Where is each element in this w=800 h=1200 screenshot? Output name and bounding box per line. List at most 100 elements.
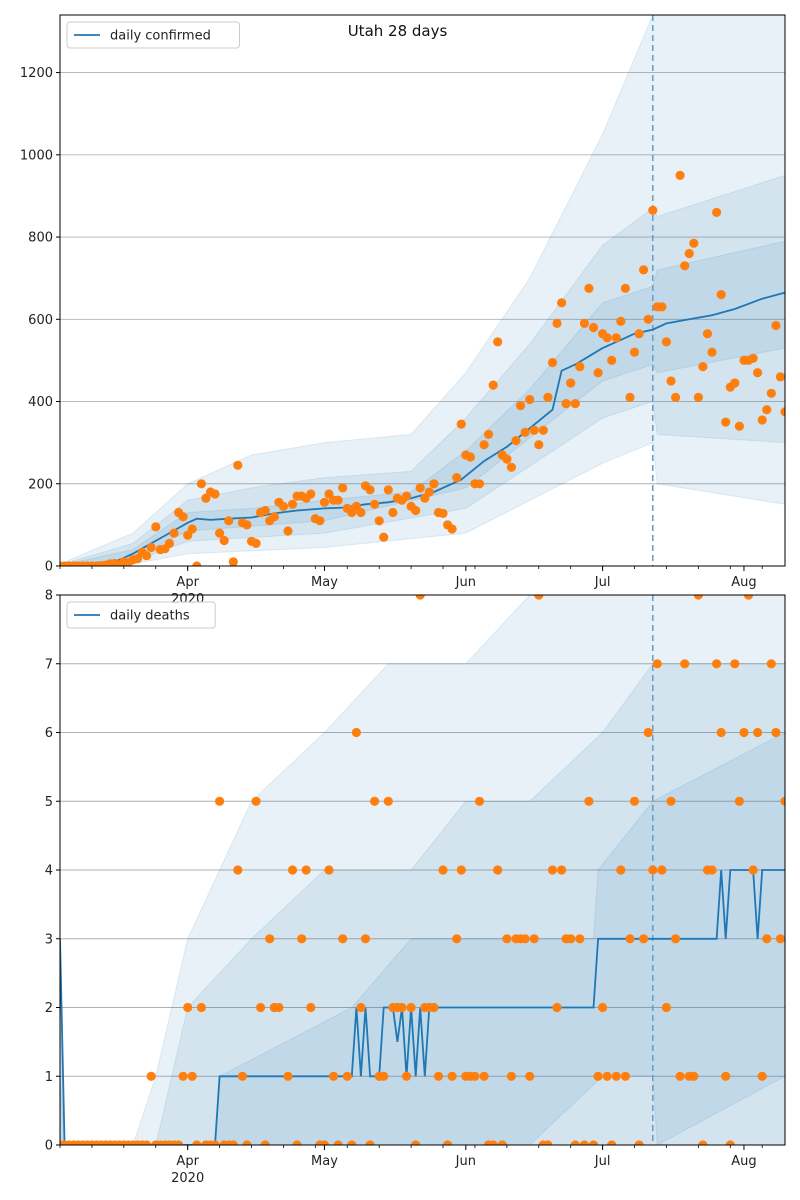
data-point [511, 436, 521, 446]
data-point [479, 440, 489, 450]
data-point [648, 865, 658, 875]
data-point [228, 1140, 238, 1145]
data-point [306, 1002, 316, 1013]
series-line-1 [60, 869, 785, 1145]
data-point [242, 1140, 252, 1145]
y-tick-label: 600 [28, 313, 53, 328]
data-point [210, 489, 220, 499]
data-point [607, 1140, 617, 1145]
data-point [707, 865, 717, 875]
data-point [379, 532, 389, 542]
data-point [429, 479, 439, 489]
data-point [675, 1071, 685, 1081]
data-point [680, 261, 690, 271]
y-tick-label: 7 [45, 657, 53, 672]
data-point [493, 337, 503, 347]
data-point [474, 796, 485, 806]
data-point [593, 1071, 603, 1081]
data-point [151, 522, 161, 532]
data-point [237, 1071, 247, 1081]
data-point [493, 865, 503, 875]
y-tick-label: 0 [45, 560, 53, 575]
x-tick-sublabel: 2020 [171, 1171, 204, 1186]
data-point [406, 1002, 416, 1013]
data-point [506, 462, 516, 472]
data-point [401, 1071, 412, 1081]
data-point [233, 460, 243, 470]
data-point [721, 1071, 731, 1081]
data-point [356, 507, 366, 518]
data-point [552, 318, 562, 328]
x-tick-label: Jun [455, 575, 476, 590]
data-point [338, 934, 348, 944]
data-point [716, 727, 726, 738]
data-point [178, 1071, 188, 1081]
data-point [552, 1002, 562, 1013]
data-point [593, 368, 603, 378]
data-point [639, 934, 649, 944]
data-point [693, 595, 703, 600]
data-point [297, 934, 307, 944]
data-point [251, 796, 261, 806]
data-point [529, 934, 539, 944]
data-point [265, 934, 275, 944]
data-point [762, 405, 772, 415]
data-point [666, 376, 676, 386]
data-point [575, 362, 585, 372]
data-point [497, 1140, 507, 1145]
data-point [675, 170, 685, 180]
plot-area [60, 595, 785, 1145]
data-point [620, 283, 631, 293]
data-point [616, 865, 626, 875]
data-point [429, 1002, 439, 1013]
data-point [689, 238, 699, 248]
data-point [397, 1002, 407, 1013]
data-point [520, 427, 530, 437]
data-point [588, 1140, 599, 1145]
data-point [602, 1071, 612, 1081]
data-point [611, 1071, 621, 1081]
data-point [370, 796, 380, 806]
data-point [388, 507, 398, 518]
data-point [324, 865, 334, 875]
data-point [256, 1002, 266, 1013]
data-point [306, 489, 316, 499]
data-point [620, 1071, 631, 1081]
x-tick-label: Aug [731, 1154, 756, 1169]
data-point [652, 659, 662, 669]
data-point [598, 1002, 608, 1013]
data-point [506, 1071, 516, 1081]
data-point [333, 1140, 343, 1145]
data-point [698, 1140, 708, 1145]
x-tick-label: Apr [176, 1154, 199, 1169]
data-point [438, 508, 448, 518]
uncertainty-band-2 [60, 663, 785, 1145]
data-point [360, 934, 371, 944]
data-point [210, 1140, 220, 1145]
data-point [538, 425, 548, 435]
data-point [219, 535, 229, 546]
data-point [283, 526, 293, 536]
data-point [192, 561, 202, 566]
y-tick-label: 0 [45, 1139, 53, 1154]
data-point [269, 512, 279, 522]
data-point [342, 1071, 352, 1081]
data-point [319, 1140, 330, 1145]
data-point [730, 378, 740, 388]
data-point [365, 1140, 375, 1145]
data-point [566, 934, 576, 944]
data-point [452, 473, 462, 483]
series-line-1 [60, 291, 785, 566]
data-point [215, 796, 225, 806]
y-tick-label: 400 [28, 395, 53, 410]
legend-label: daily deaths [110, 609, 190, 624]
data-point [629, 796, 640, 806]
chart-panel-2: 0 1 2 3 4 5 6 7 8 Apr 2020 May Jun Jul Aug daily deaths [45, 589, 786, 1186]
data-point [625, 934, 635, 944]
data-point [178, 512, 188, 522]
data-point [657, 865, 667, 875]
data-point [657, 302, 667, 312]
data-point [547, 357, 558, 368]
